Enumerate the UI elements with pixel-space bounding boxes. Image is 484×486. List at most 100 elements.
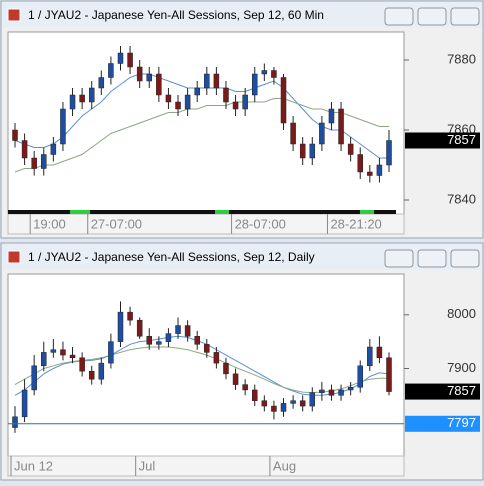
- candle-body: [165, 333, 172, 342]
- candle-body: [376, 346, 383, 359]
- candle-body: [328, 108, 335, 124]
- candle-body: [251, 389, 258, 401]
- candle-body: [251, 73, 258, 96]
- time-axis: [7, 455, 405, 477]
- candle-body: [146, 336, 153, 345]
- candle-body: [204, 344, 210, 353]
- candle-body: [12, 129, 18, 141]
- window-title: 1 / JYAU2 - Japanese Yen-All Sessions, S…: [28, 250, 315, 264]
- minimize-button[interactable]: [384, 249, 414, 268]
- candle-body: [31, 365, 37, 391]
- candle-body: [69, 354, 76, 359]
- candle-body: [165, 94, 172, 103]
- candle-body: [156, 73, 162, 96]
- candle-body: [41, 154, 47, 169]
- candle-body: [319, 389, 325, 393]
- candle-body: [88, 87, 95, 103]
- candle-body: [108, 341, 114, 364]
- candle-body: [136, 66, 143, 82]
- candle-body: [117, 311, 124, 342]
- candle-body: [223, 362, 229, 375]
- hline-label-box: [405, 415, 480, 432]
- candle-body: [338, 108, 344, 145]
- candle-body: [376, 164, 383, 176]
- candle-body: [108, 63, 114, 78]
- session-segment: [215, 210, 229, 214]
- candle-body: [309, 392, 316, 407]
- x-tick-label: Jun 12: [14, 458, 53, 473]
- candle-body: [242, 384, 248, 391]
- candle-body: [280, 77, 287, 124]
- x-tick-label: 19:00: [33, 216, 66, 231]
- candle-body: [280, 403, 287, 412]
- window-title: 1 / JYAU2 - Japanese Yen-All Sessions, S…: [28, 8, 324, 22]
- candle-body: [194, 87, 200, 96]
- candle-body: [184, 325, 191, 337]
- candle-body: [69, 94, 76, 110]
- hline-label: 7797: [447, 415, 476, 430]
- moving-average: [14, 73, 389, 159]
- candle-body: [367, 346, 373, 367]
- moving-average: [14, 98, 389, 173]
- candle-body: [21, 140, 28, 159]
- candle-body: [79, 357, 85, 372]
- candle-body: [117, 52, 124, 64]
- candle-body: [299, 143, 306, 159]
- candle-body: [338, 389, 344, 396]
- candle-body: [60, 108, 66, 145]
- candle-body: [357, 154, 363, 173]
- candle-body: [232, 373, 239, 385]
- candle-body: [213, 352, 220, 364]
- window-icon: [7, 8, 21, 22]
- minimize-button[interactable]: [384, 7, 414, 26]
- y-tick-label: 7840: [447, 191, 476, 206]
- plot-area: [7, 31, 405, 215]
- candle-body: [290, 122, 296, 145]
- y-tick-label: 7880: [447, 51, 476, 66]
- x-tick-label: Aug: [273, 458, 296, 473]
- candle-body: [232, 101, 239, 110]
- candle-body: [79, 94, 85, 103]
- x-tick-label: 28-21:20: [330, 216, 381, 231]
- candle-body: [328, 389, 335, 396]
- candle-body: [347, 387, 354, 391]
- candle-body: [98, 362, 105, 380]
- candle-body: [261, 400, 268, 407]
- candle-body: [299, 400, 306, 407]
- candle-body: [357, 365, 363, 388]
- candle-body: [50, 143, 57, 155]
- candle-body: [60, 349, 66, 356]
- candle-body: [175, 325, 181, 334]
- last-price-box: [405, 383, 480, 400]
- candle-body: [50, 349, 57, 353]
- candle-body: [146, 73, 153, 82]
- candle-body: [261, 70, 268, 75]
- candle-body: [347, 143, 354, 155]
- candle-body: [271, 405, 277, 412]
- candle-body: [184, 94, 191, 110]
- close-button[interactable]: [450, 249, 480, 268]
- session-segment: [360, 210, 374, 214]
- last-price-box: [405, 132, 480, 149]
- moving-average: [14, 346, 389, 394]
- candle-body: [156, 341, 162, 345]
- y-tick-label: 8000: [447, 306, 476, 321]
- session-segment: [70, 210, 90, 214]
- candle-body: [386, 357, 392, 392]
- candle-body: [386, 140, 392, 166]
- candle-body: [127, 52, 133, 68]
- session-bar: [8, 210, 396, 214]
- candle-body: [290, 400, 296, 404]
- plot-area: [7, 273, 405, 457]
- candle-body: [175, 101, 181, 110]
- candle-body: [242, 94, 248, 110]
- restore-button[interactable]: [417, 249, 447, 268]
- candle-body: [136, 319, 143, 337]
- candle-body: [98, 77, 105, 89]
- close-button[interactable]: [450, 7, 480, 26]
- window-icon: [7, 250, 21, 264]
- restore-button[interactable]: [417, 7, 447, 26]
- moving-average: [14, 335, 390, 396]
- last-price-label: 7857: [447, 383, 476, 398]
